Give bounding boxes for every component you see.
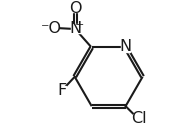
Bar: [70, 4, 80, 12]
Bar: [58, 86, 66, 94]
Text: N: N: [69, 21, 81, 36]
Text: N: N: [120, 39, 132, 54]
Bar: [121, 43, 130, 52]
Text: +: +: [75, 20, 84, 30]
Text: O: O: [69, 1, 81, 16]
Text: F: F: [57, 83, 67, 98]
Bar: [133, 114, 145, 122]
Text: ⁻O: ⁻O: [41, 21, 62, 36]
Text: Cl: Cl: [131, 111, 147, 126]
Bar: [44, 24, 58, 32]
Bar: [71, 24, 81, 33]
